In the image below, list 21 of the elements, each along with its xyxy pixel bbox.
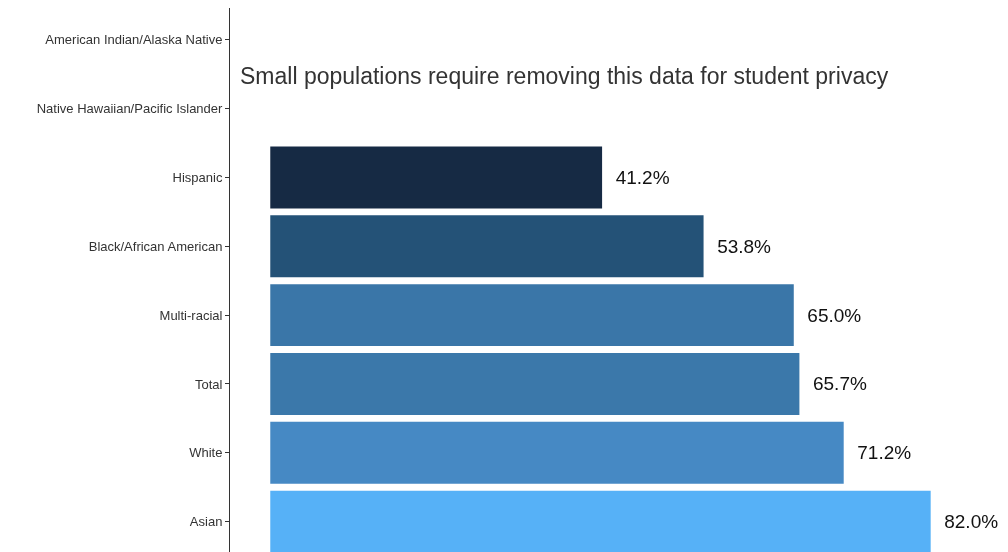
bar [270, 490, 931, 552]
data-label: 53.8% [706, 235, 772, 257]
bar [270, 421, 844, 484]
y-tick-label: Hispanic [172, 169, 223, 185]
data-label: 65.7% [802, 373, 867, 395]
y-tick-label: Asian [189, 514, 223, 530]
data-label: 41.2% [605, 166, 670, 188]
bar [270, 146, 603, 209]
data-label: 82.0% [933, 511, 999, 533]
bar [270, 352, 800, 415]
bar [270, 284, 794, 347]
y-tick-label: Black/African American [88, 238, 223, 254]
y-tick-label: White [189, 445, 223, 461]
bar [270, 215, 704, 278]
y-tick-label: Native Hawaiian/Pacific Islander [36, 101, 224, 117]
data-label: 65.0% [796, 304, 862, 326]
data-label: 71.2% [846, 442, 912, 464]
y-tick-label: American Indian/Alaska Native [45, 32, 223, 48]
annotation: Small populations require removing this data for student privacy [240, 63, 889, 89]
y-tick-label: Total [194, 376, 223, 392]
y-tick-label: Multi-racial [159, 307, 223, 323]
